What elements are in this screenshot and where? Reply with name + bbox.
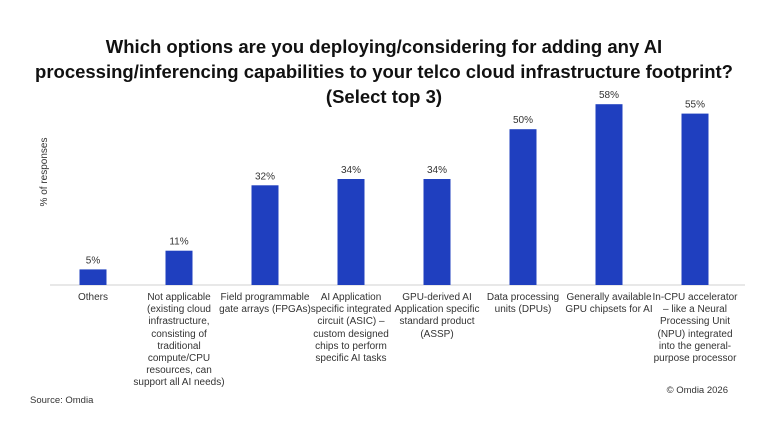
x-tick-label: Data processing units (DPUs) xyxy=(486,292,560,316)
chart-title: Which options are you deploying/consider… xyxy=(35,36,733,107)
source-note: Source: Omdia xyxy=(30,395,94,406)
bar-7 xyxy=(595,104,623,285)
bar-value-label: 32% xyxy=(255,171,275,182)
x-tick-label: Not applicable (existing cloud infrastru… xyxy=(133,292,225,389)
copyright-note: © Omdia 2026 xyxy=(666,385,728,396)
x-tick-label: Others xyxy=(77,292,108,303)
bar-5 xyxy=(423,179,451,285)
bar-value-label: 5% xyxy=(86,255,101,266)
bar-value-label: 58% xyxy=(599,90,619,101)
x-tick-label: Field programmable gate arrays (FPGAs) xyxy=(219,292,311,316)
x-tick-label: AI Application specific integrated circu… xyxy=(310,292,392,365)
x-tick-label: GPU-derived AI Application specific stan… xyxy=(394,292,480,340)
bar-value-label: 34% xyxy=(427,165,447,176)
x-axis-labels: Others Not applicable (existing cloud inf… xyxy=(0,292,768,402)
bar-value-label: 50% xyxy=(513,115,533,126)
bar-value-label: 34% xyxy=(341,165,361,176)
bar-2 xyxy=(165,250,193,285)
bar-1 xyxy=(79,269,107,285)
bar-value-label: 55% xyxy=(685,100,705,111)
x-tick-label: In-CPU accelerator – like a Neural Proce… xyxy=(652,292,738,365)
bar-3 xyxy=(251,185,279,285)
bar-6 xyxy=(509,129,537,285)
bar-4 xyxy=(337,179,365,285)
bar-value-label: 11% xyxy=(169,237,188,248)
bar-8 xyxy=(681,113,709,285)
x-tick-label: Generally available GPU chipsets for AI xyxy=(565,292,653,316)
